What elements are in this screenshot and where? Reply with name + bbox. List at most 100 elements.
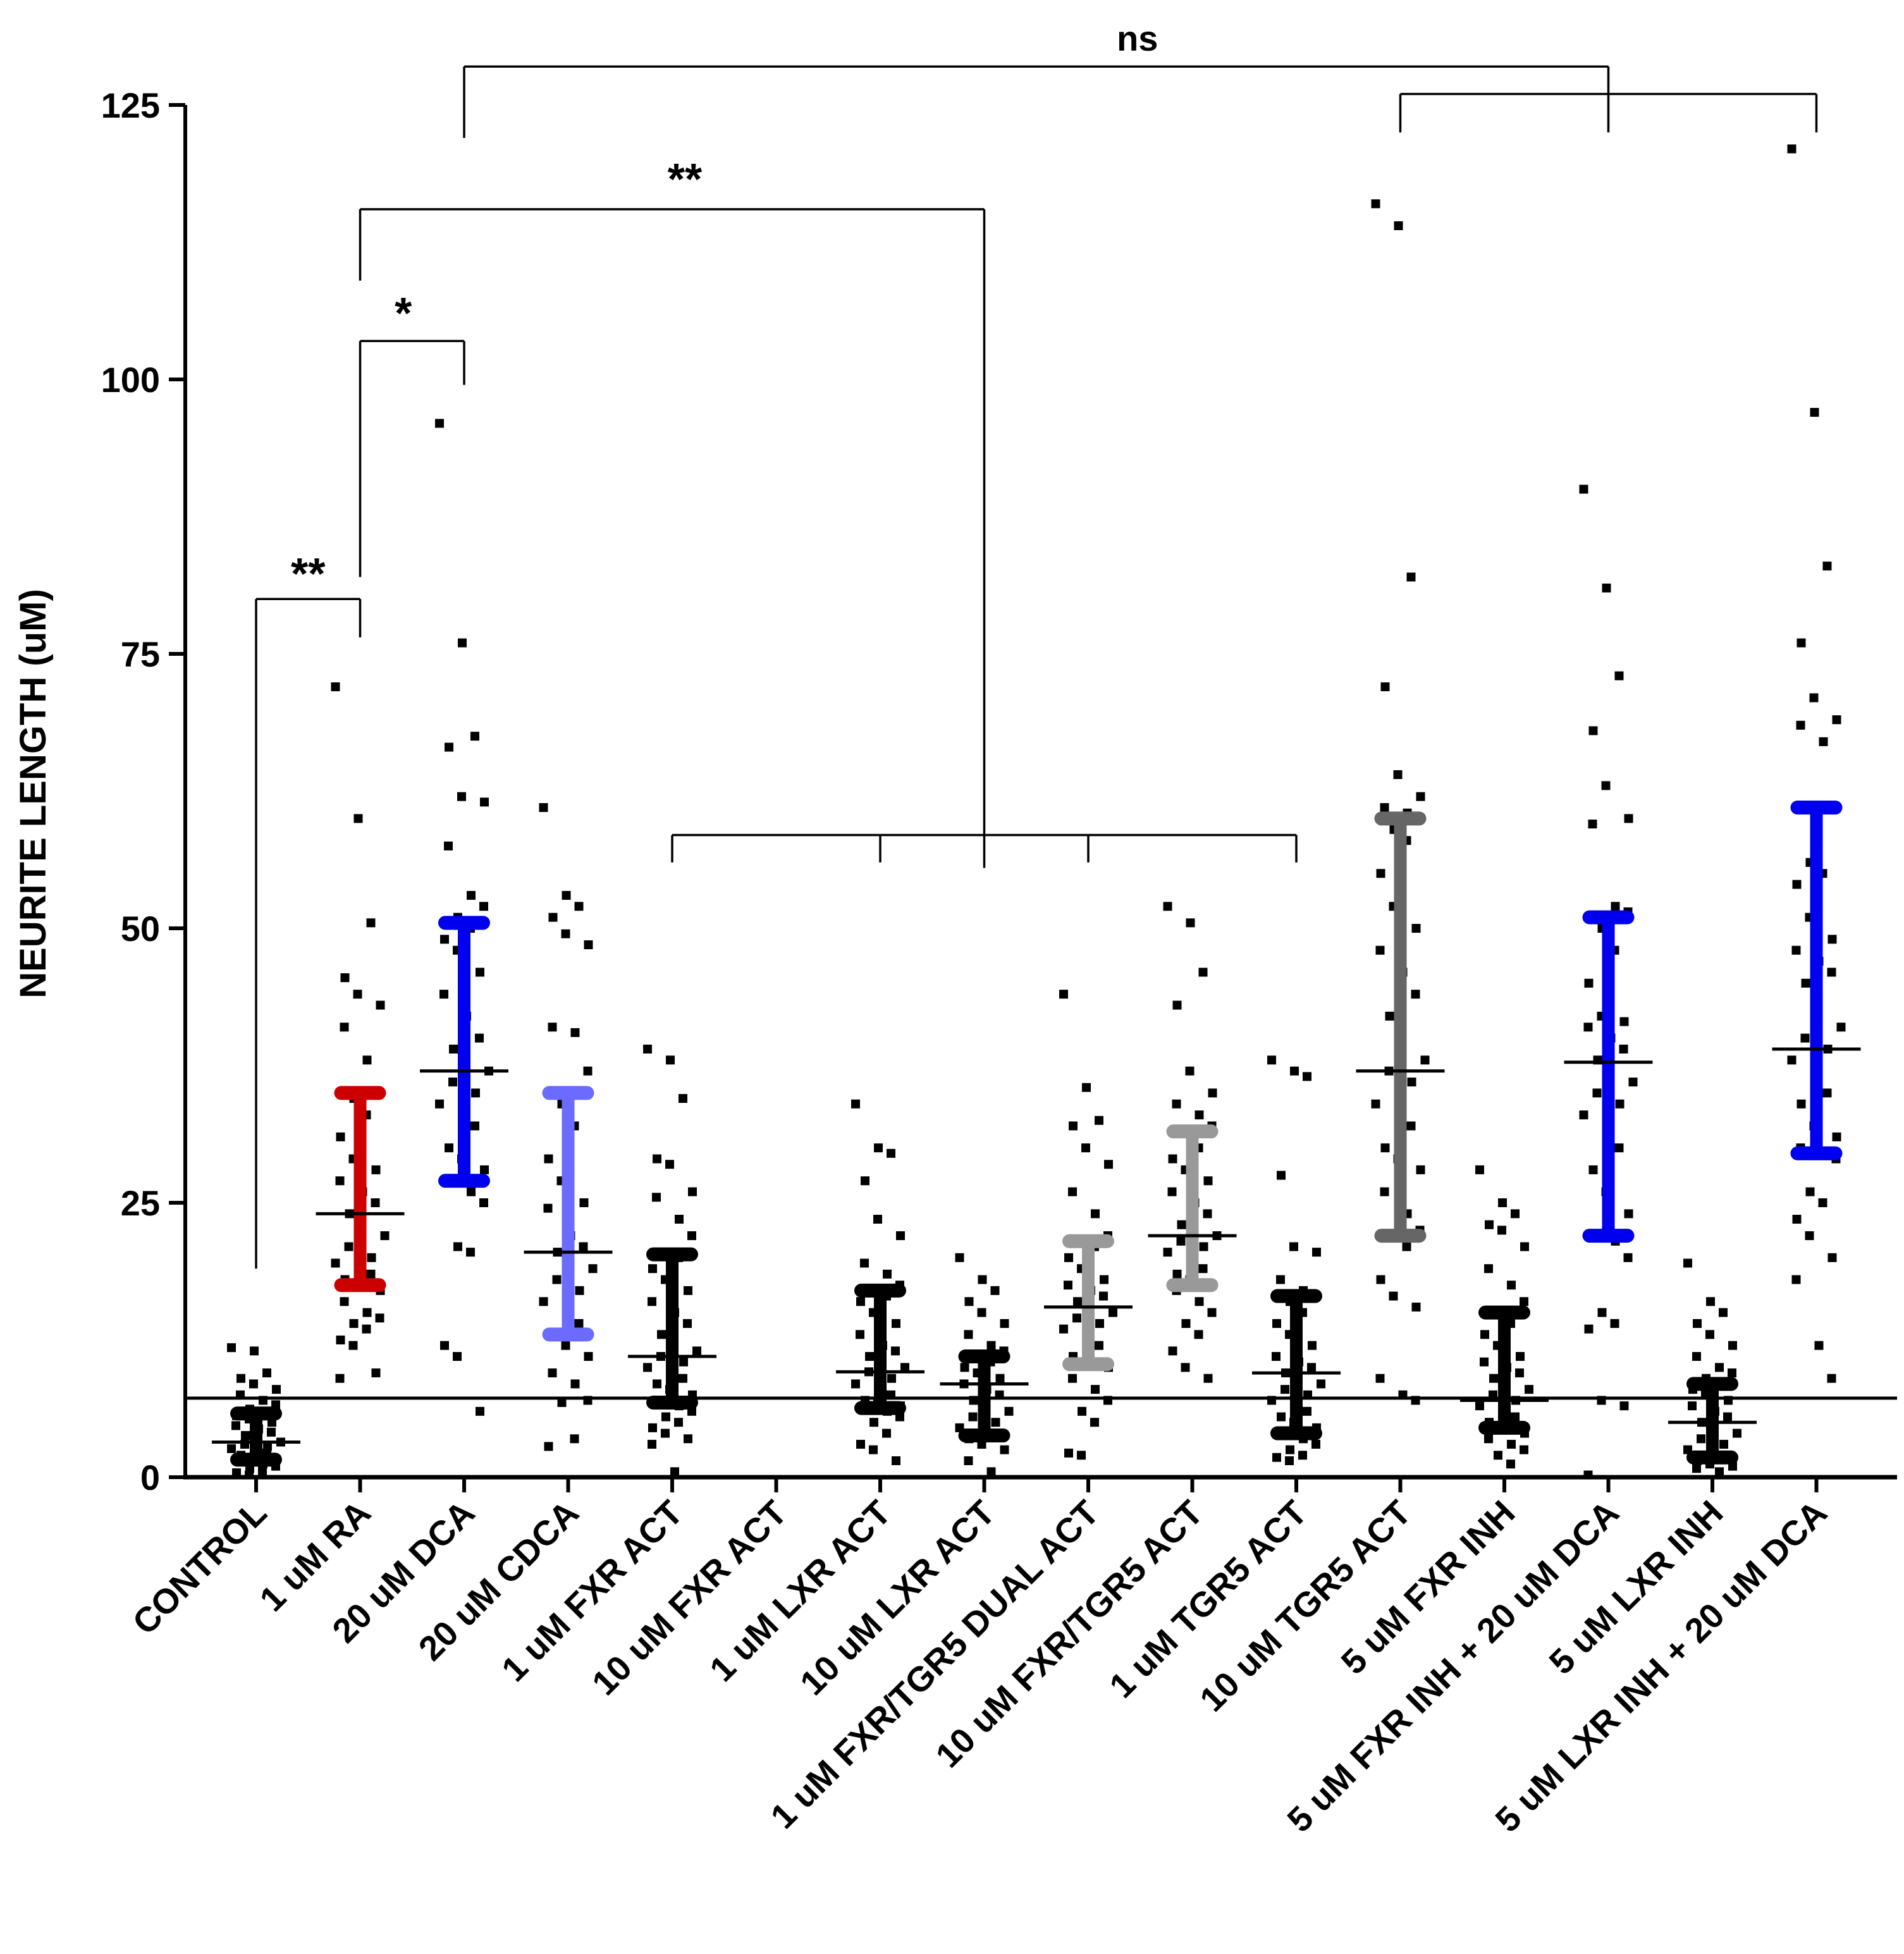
data-point <box>1407 1078 1416 1087</box>
data-point <box>1791 945 1801 955</box>
data-point <box>1198 968 1208 977</box>
data-point <box>995 1373 1005 1383</box>
data-point <box>1303 1390 1312 1399</box>
data-point <box>335 1176 345 1186</box>
data-point <box>557 1398 567 1407</box>
data-point <box>1208 1088 1217 1098</box>
data-point <box>1480 1357 1489 1367</box>
data-point <box>1186 918 1195 928</box>
data-point <box>1520 1445 1528 1454</box>
x-tick-label: 1 uM LXR ACT <box>702 1493 898 1689</box>
data-point <box>874 1143 883 1153</box>
data-point <box>371 1198 380 1207</box>
data-point <box>1380 1187 1389 1196</box>
data-point <box>1723 1412 1732 1422</box>
data-point <box>562 890 571 900</box>
data-point <box>1194 1330 1203 1339</box>
data-point <box>476 968 484 977</box>
data-point <box>444 841 453 851</box>
data-point <box>1411 1302 1421 1312</box>
sig-label-ns: ns <box>1117 18 1158 58</box>
y-tick-label: 0 <box>140 1458 160 1497</box>
data-point <box>584 1352 593 1361</box>
data-point <box>1420 1055 1430 1065</box>
data-point <box>883 1269 892 1279</box>
data-point <box>1176 1236 1186 1246</box>
data-point <box>1611 902 1620 911</box>
data-point <box>1715 1467 1724 1477</box>
data-point <box>1308 1341 1317 1350</box>
data-point <box>1498 1198 1507 1207</box>
data-point <box>1692 1464 1701 1473</box>
data-point <box>1290 1066 1299 1076</box>
data-point <box>986 1341 996 1350</box>
y-tick-label: 100 <box>101 360 160 400</box>
data-point <box>353 814 363 823</box>
data-point <box>1506 1459 1515 1469</box>
interquartile-ranges <box>212 801 1861 1467</box>
data-point <box>440 1341 449 1350</box>
data-point <box>1728 1368 1736 1378</box>
data-point <box>340 1023 349 1032</box>
data-point <box>539 803 548 813</box>
data-point <box>1199 1242 1208 1251</box>
data-point <box>1198 1264 1208 1274</box>
data-point <box>1394 221 1403 230</box>
data-point <box>272 1385 281 1394</box>
data-point <box>1814 1341 1824 1350</box>
data-point <box>1371 1099 1380 1109</box>
data-point <box>570 1379 580 1389</box>
data-point <box>583 1396 593 1405</box>
data-point <box>1380 803 1389 813</box>
data-point <box>661 1412 670 1422</box>
y-tick-label: 125 <box>101 85 160 125</box>
data-point <box>1588 820 1597 829</box>
data-point <box>1398 1390 1408 1399</box>
data-point <box>1416 1165 1425 1174</box>
data-point <box>1507 1439 1516 1449</box>
data-point <box>1181 1363 1190 1372</box>
data-point <box>1801 978 1810 988</box>
data-point <box>679 1094 687 1103</box>
data-point <box>367 1253 376 1262</box>
data-point <box>1172 1269 1182 1279</box>
data-point <box>856 1297 865 1306</box>
data-point <box>1810 408 1819 417</box>
data-point <box>969 1396 978 1405</box>
data-point <box>674 1418 683 1427</box>
data-point <box>1791 1275 1801 1284</box>
data-point <box>561 1341 570 1350</box>
data-point <box>1072 1313 1081 1323</box>
data-point <box>1724 1396 1733 1405</box>
data-point <box>1376 869 1385 878</box>
data-point <box>1822 1088 1832 1098</box>
data-point <box>335 1373 345 1383</box>
data-point <box>1601 781 1611 790</box>
data-point <box>259 1396 267 1405</box>
data-point <box>1099 1291 1108 1301</box>
data-point <box>1168 1154 1177 1164</box>
sig-label-ra-dca: * <box>395 288 412 338</box>
data-point <box>873 1215 882 1224</box>
y-tick-label: 50 <box>121 909 160 949</box>
data-point <box>231 1421 240 1430</box>
data-point <box>539 1297 548 1306</box>
data-point <box>574 1318 584 1328</box>
data-point <box>1579 1110 1588 1120</box>
data-point <box>453 1242 462 1251</box>
data-point <box>1485 1220 1494 1229</box>
data-point <box>544 1442 553 1451</box>
data-point <box>869 1445 878 1454</box>
data-point <box>480 1165 489 1174</box>
data-point <box>1286 1445 1294 1454</box>
data-point <box>1064 1448 1073 1458</box>
data-point <box>1715 1363 1724 1372</box>
data-point <box>1163 902 1172 911</box>
data-point <box>1475 1165 1484 1174</box>
y-tick-label: 25 <box>121 1183 160 1223</box>
data-point <box>1004 1406 1014 1416</box>
data-point <box>435 419 444 428</box>
data-point <box>1719 1439 1728 1449</box>
data-point <box>1836 1023 1846 1032</box>
data-point <box>241 1431 250 1441</box>
